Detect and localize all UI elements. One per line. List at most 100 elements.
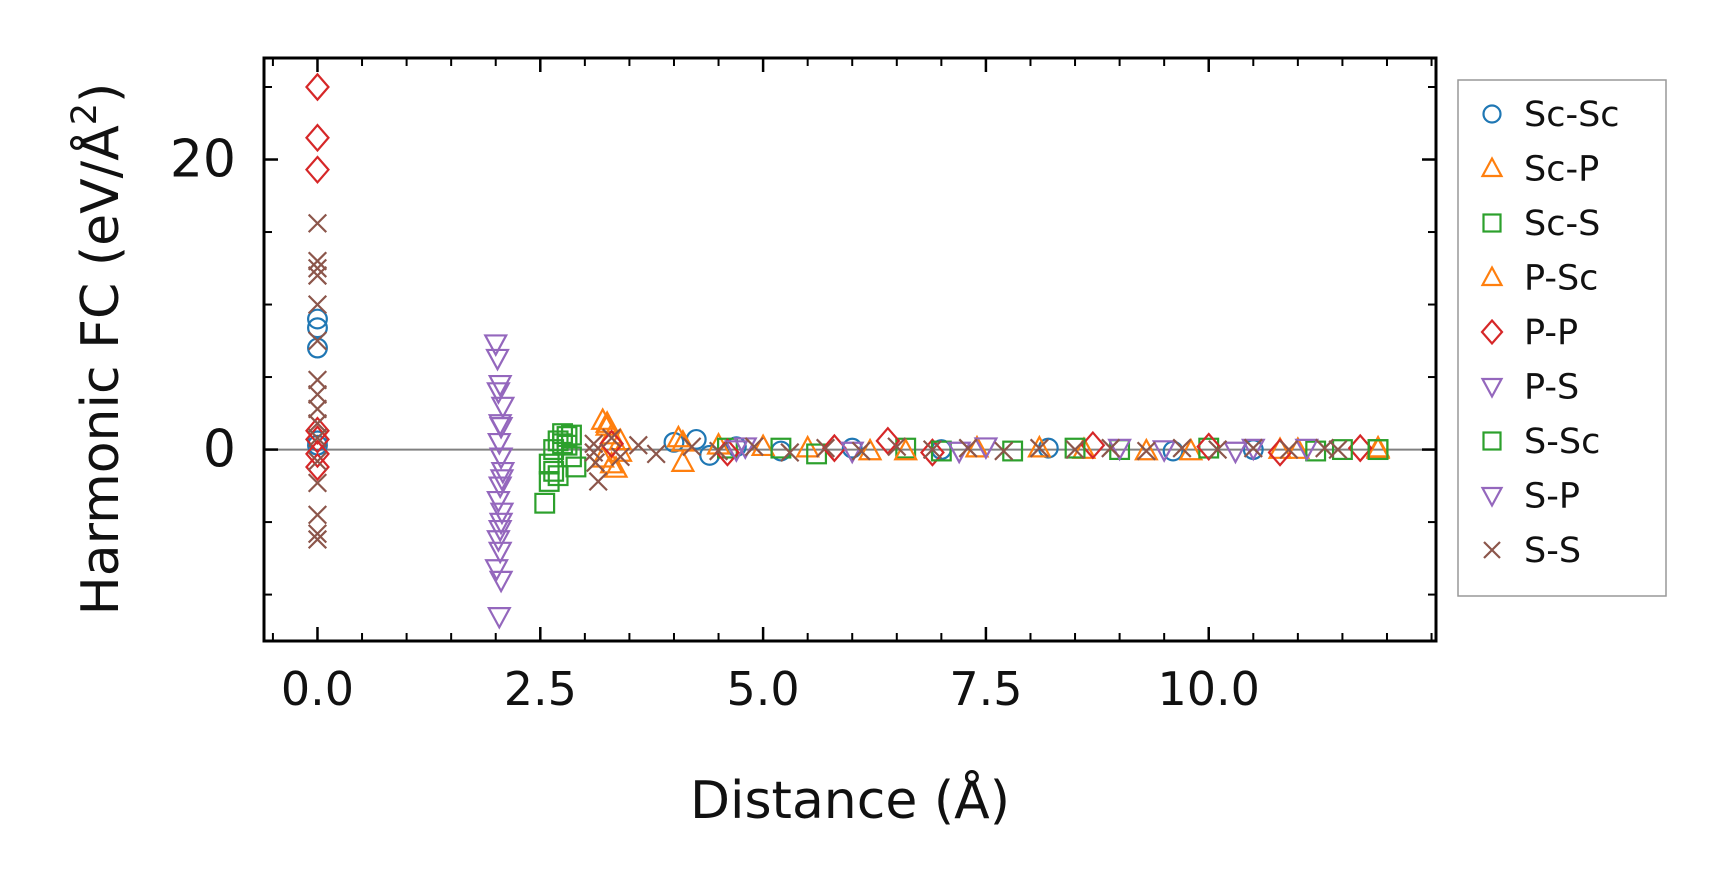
x-tick-label: 0.0 [281, 662, 354, 716]
data-point [1347, 433, 1373, 463]
data-point [307, 428, 328, 448]
data-point [584, 434, 604, 454]
y-tick-label: 20 [170, 130, 236, 190]
data-point [305, 123, 330, 153]
legend-label: P-P [1524, 313, 1578, 353]
data-point [590, 407, 615, 430]
data-point [1029, 438, 1049, 458]
data-point [994, 441, 1014, 461]
data-point [1064, 437, 1086, 459]
data-point [646, 444, 666, 464]
data-point [1331, 439, 1353, 461]
legend-label: S-P [1524, 477, 1580, 517]
data-point [603, 455, 629, 478]
data-point [1328, 439, 1348, 460]
data-markers [305, 72, 1391, 630]
data-point [307, 308, 328, 330]
x-tick-label: 5.0 [727, 662, 800, 716]
data-point [487, 476, 513, 500]
data-point [682, 437, 702, 457]
legend-marker-p-p [1480, 318, 1504, 346]
data-point [543, 460, 565, 482]
data-point [486, 530, 511, 553]
legend-marker-s-sc [1482, 431, 1502, 451]
data-point [1101, 438, 1121, 458]
data-point [307, 317, 328, 339]
legend-marker-s-p [1480, 486, 1504, 508]
data-point [307, 451, 328, 471]
data-point [305, 439, 330, 469]
data-point [1294, 438, 1320, 462]
legend-label: Sc-Sc [1524, 95, 1620, 135]
data-point [1208, 439, 1228, 460]
series-s-s [307, 213, 1348, 550]
legend-marker-sc-sc [1482, 104, 1502, 124]
data-point [307, 413, 328, 434]
data-point [484, 559, 509, 582]
y-axis-label-main: Harmonic FC (eV/Å [69, 125, 131, 616]
legend-marker-sc-s [1482, 213, 1502, 233]
x-tick-label: 2.5 [504, 662, 577, 716]
data-point [1027, 434, 1052, 458]
data-point [307, 251, 328, 271]
data-point [919, 438, 945, 467]
data-point [1151, 440, 1177, 463]
data-point [1279, 439, 1299, 460]
legend-label: Sc-S [1524, 204, 1600, 244]
data-point [488, 512, 514, 536]
data-point [486, 490, 511, 514]
data-point [744, 437, 764, 457]
data-point [307, 213, 328, 233]
legend: Sc-Sc Sc-P Sc-S P-Sc P-P P-S S-Sc S-P S-S [1457, 79, 1667, 597]
data-point [307, 473, 328, 493]
data-point [305, 155, 330, 184]
data-point [1178, 437, 1204, 461]
legend-label: P-Sc [1524, 259, 1598, 299]
data-point [666, 424, 691, 448]
data-point [483, 334, 509, 358]
y-axis-label: Harmonic FC (eV/Å2) [65, 83, 131, 616]
legend-label: S-S [1524, 531, 1581, 571]
data-point [1240, 438, 1266, 462]
series-p-s [483, 334, 1320, 630]
series-p-sc [594, 410, 1391, 474]
legend-box [1457, 79, 1667, 597]
data-point [307, 294, 328, 315]
y-axis-label-end: ) [71, 83, 131, 103]
data-point [1172, 438, 1192, 458]
legend-marker-p-s [1480, 377, 1504, 399]
data-point [608, 427, 633, 451]
data-point [305, 452, 330, 482]
y-tick-label: 0 [203, 420, 236, 480]
data-point [1065, 439, 1085, 460]
data-point [307, 524, 328, 544]
series-s-p [486, 382, 1266, 543]
x-tick-label: 7.5 [949, 662, 1022, 716]
data-point [958, 438, 978, 458]
data-point [487, 414, 513, 437]
data-point [486, 382, 511, 405]
data-point [307, 384, 328, 405]
data-point [1196, 432, 1222, 461]
data-point [780, 442, 800, 463]
data-point [588, 471, 608, 492]
data-point [490, 461, 516, 485]
x-tick-label: 10.0 [1158, 662, 1260, 716]
series-sc-sc [307, 308, 1264, 466]
data-point [307, 331, 328, 351]
data-point [488, 447, 514, 471]
data-point [770, 437, 792, 459]
data-point [485, 348, 510, 372]
legend-label: S-Sc [1524, 422, 1600, 462]
data-point [1002, 440, 1024, 462]
data-point [547, 465, 569, 487]
data-point [307, 258, 328, 278]
series-p-p [305, 72, 1373, 482]
data-point [973, 437, 999, 460]
legend-marker-sc-p [1480, 156, 1504, 178]
data-point [815, 438, 836, 458]
data-point [486, 606, 512, 630]
data-point [1223, 441, 1248, 465]
legend-marker-s-s [1483, 541, 1501, 559]
